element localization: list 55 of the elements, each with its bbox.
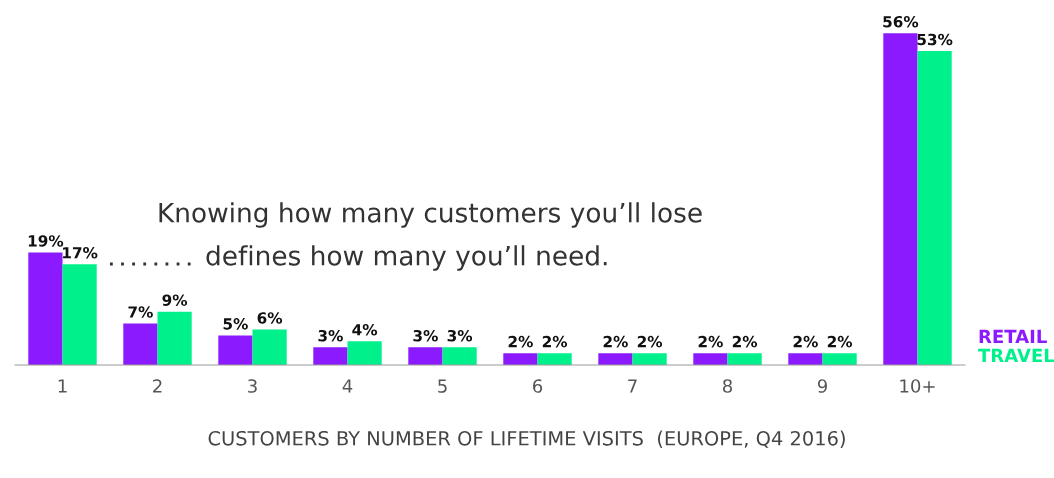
bar (883, 33, 918, 365)
data-label: 2% (793, 335, 818, 348)
annotation: defines how many you’ll need. (206, 245, 607, 271)
data-label: 4% (352, 324, 378, 336)
data-label: 7% (128, 306, 153, 318)
data-label: 6% (257, 312, 283, 324)
text: CUSTOMERS BY NUMBER OF LIFETIME VISITS (EUROPE, Q4 2016) (208, 430, 845, 448)
x-tick-label: 4 (342, 379, 353, 393)
bar (62, 264, 97, 365)
x-tick-label: 1 (58, 379, 67, 393)
series-label: TRAVEL (978, 348, 1054, 362)
x-tick-label: 2 (153, 379, 162, 393)
data-label: 3% (447, 329, 473, 342)
data-label: 17% (63, 246, 98, 259)
bar (632, 353, 667, 365)
x-tick-label: 3 (248, 379, 257, 393)
text: RETAIL (979, 329, 1047, 343)
data-label: 2% (827, 335, 853, 348)
data-label: 2% (698, 335, 723, 348)
data-label: 2% (732, 335, 758, 348)
bar (28, 252, 63, 365)
bar (123, 323, 158, 365)
bar (442, 347, 477, 365)
data-label: 2% (508, 335, 533, 348)
data-label: 3% (318, 329, 343, 342)
bar (503, 353, 538, 365)
x-tick-label: 10+ (900, 379, 935, 393)
data-label: 2% (603, 335, 628, 348)
bar (537, 353, 572, 365)
data-label: 9% (162, 294, 188, 306)
data-label: 3% (413, 329, 438, 342)
bar (727, 353, 762, 365)
bar (347, 341, 382, 365)
bar (218, 335, 253, 365)
x-tick-label: 6 (533, 379, 543, 393)
bar (313, 347, 348, 365)
x-tick-label: 9 (817, 379, 827, 393)
bar (598, 353, 633, 365)
bar (693, 353, 728, 365)
bar (157, 311, 192, 365)
x-tick-label: 5 (438, 379, 447, 393)
data-label: 56% (883, 15, 919, 28)
bar (788, 353, 823, 365)
bar (252, 329, 287, 365)
data-label: 2% (637, 335, 663, 348)
bar (917, 51, 952, 365)
annotation: Knowing how many customers you’ll lose (159, 202, 702, 228)
bar (408, 347, 443, 365)
data-label: 19% (28, 235, 64, 247)
x-tick-label: 8 (722, 379, 733, 393)
x-tick-label: 7 (628, 379, 637, 393)
bar (822, 353, 857, 365)
data-label: 2% (542, 335, 568, 348)
data-label: 5% (223, 318, 248, 330)
data-label: 53% (917, 33, 953, 46)
